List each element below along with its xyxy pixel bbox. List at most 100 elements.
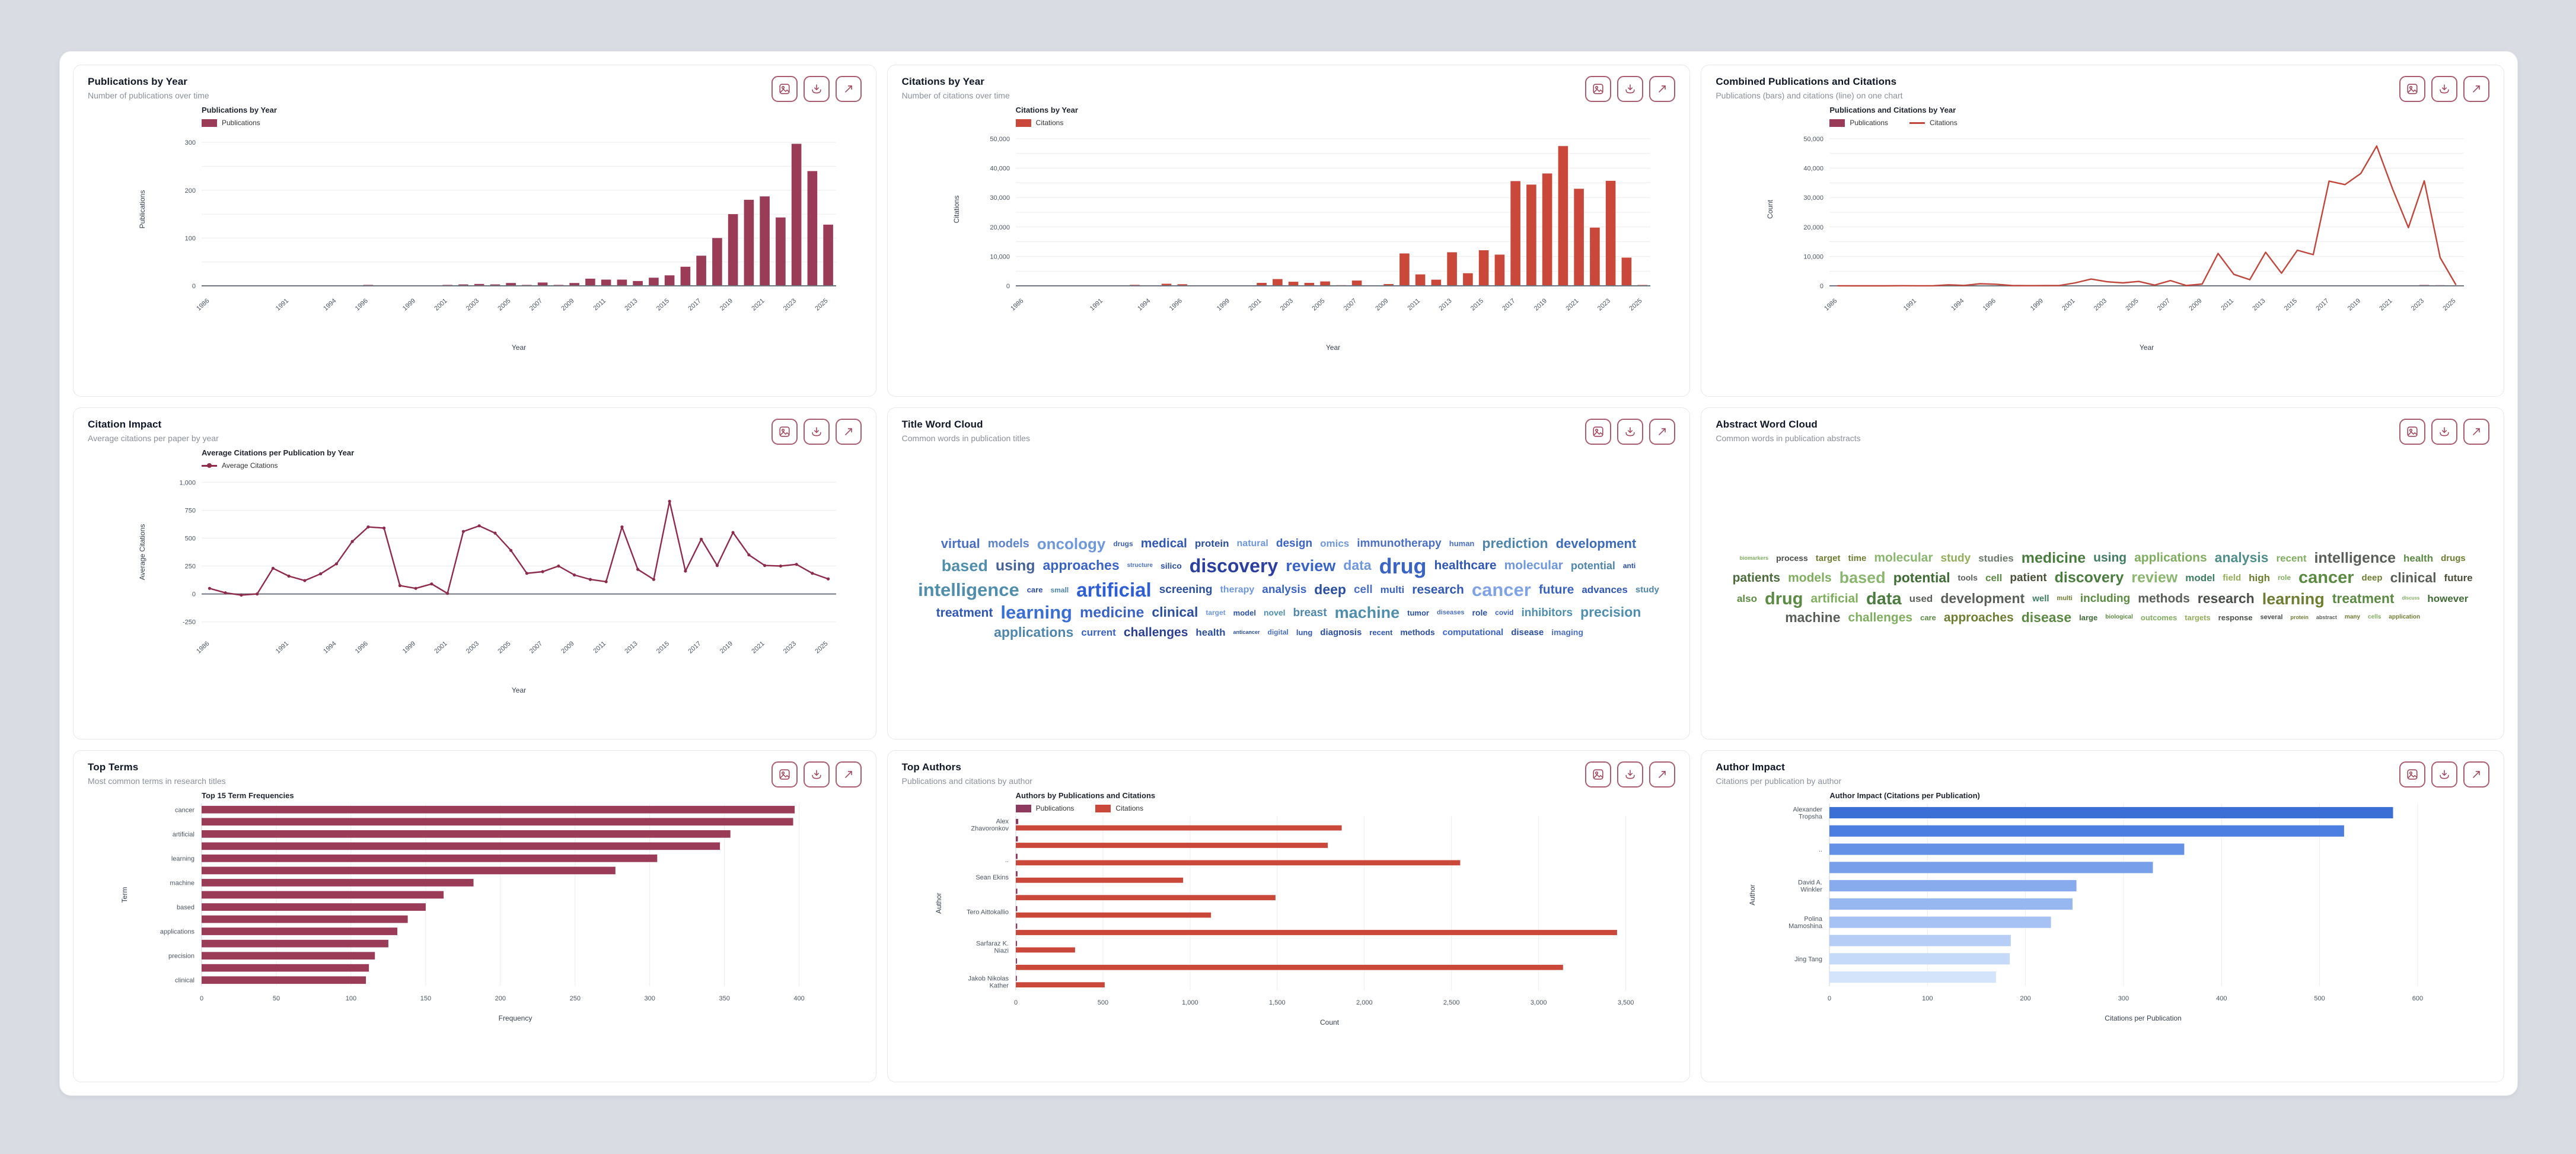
svg-text:2023: 2023 [782,640,798,655]
copy-image-button[interactable] [2399,76,2425,102]
cloud-word: human [1449,539,1475,549]
cloud-word: learning [2262,589,2325,608]
download-button[interactable] [1617,76,1644,102]
cloud-word: structure [1127,562,1153,569]
svg-text:1994: 1994 [322,640,337,655]
download-button[interactable] [803,761,830,788]
cloud-word: drugs [1113,539,1133,548]
download-button[interactable] [2431,419,2457,445]
legend-item: Publications [1015,804,1074,812]
cloud-word: also [1736,592,1757,604]
cloud-word: based [1839,569,1886,587]
download-icon [2440,427,2449,436]
card-citations-by-year: Citations by Year Number of citations ov… [887,65,1691,397]
svg-text:1996: 1996 [354,297,369,312]
cloud-word: large [2079,613,2098,622]
copy-image-button[interactable] [1585,419,1612,445]
svg-text:1996: 1996 [354,640,369,655]
copy-image-button[interactable] [771,76,798,102]
download-icon [2440,84,2449,94]
cloud-word: anti [1622,562,1636,570]
expand-button[interactable] [2463,76,2489,102]
copy-image-button[interactable] [2399,761,2425,788]
svg-text:1994: 1994 [1950,297,1966,312]
svg-text:David A.Winkler: David A. Winkler [1798,879,1822,894]
cloud-word: current [1081,626,1116,638]
cloud-word: digital [1267,628,1289,637]
cloud-word: research [2197,590,2255,606]
svg-text:1,000: 1,000 [179,479,196,486]
cloud-word: methods [1400,627,1435,637]
cloud-word: discovery [1189,554,1279,576]
citation-impact-chart: Average Citations per Publication by Yea… [88,447,862,732]
card-actions [771,419,862,445]
copy-image-button[interactable] [1585,76,1612,102]
svg-text:2001: 2001 [2061,297,2077,312]
card-title-word-cloud: Title Word Cloud Common words in publica… [887,407,1691,739]
cloud-word: breast [1293,606,1327,619]
download-button[interactable] [803,76,830,102]
dashboard-panel: Publications by Year Number of publicati… [59,51,2518,1096]
chart-title: Authors by Publications and Citations [1015,791,1156,800]
card-actions [771,761,862,788]
image-icon [2407,769,2418,780]
download-button[interactable] [1617,761,1644,788]
card-author-impact: Author Impact Citations per publication … [1701,750,2504,1082]
cloud-word: cell [1353,584,1373,597]
download-button[interactable] [803,419,830,445]
svg-text:Frequency: Frequency [499,1014,533,1022]
expand-button[interactable] [835,419,862,445]
svg-text:2009: 2009 [2188,297,2204,312]
cloud-word: protein [1194,538,1229,550]
cloud-word: methods [2138,591,2190,605]
legend-swatch [1095,804,1111,812]
card-citation-impact: Citation Impact Average citations per pa… [73,407,876,739]
svg-text:500: 500 [2314,995,2325,1002]
expand-button[interactable] [1649,761,1676,788]
cloud-word: response [2218,613,2253,622]
expand-button[interactable] [835,76,862,102]
copy-image-button[interactable] [1585,761,1612,788]
cloud-word: care [1920,613,1936,622]
svg-text:2023: 2023 [1596,297,1612,312]
download-button[interactable] [1617,419,1644,445]
svg-text:2011: 2011 [1406,297,1421,312]
svg-text:2,000: 2,000 [1356,999,1373,1006]
expand-button[interactable] [2463,761,2489,788]
svg-text:2009: 2009 [1374,297,1389,312]
copy-image-button[interactable] [2399,419,2425,445]
cloud-word: research [1412,583,1464,597]
expand-icon [2473,85,2480,93]
copy-image-button[interactable] [771,419,798,445]
copy-image-button[interactable] [771,761,798,788]
cloud-word: applications [2134,551,2207,565]
svg-text:3,500: 3,500 [1617,999,1634,1006]
expand-button[interactable] [2463,419,2489,445]
svg-text:2005: 2005 [496,640,512,655]
svg-text:2009: 2009 [560,640,575,655]
svg-text:2019: 2019 [719,297,734,312]
cloud-word: using [995,557,1035,575]
svg-text:0: 0 [192,283,196,290]
cloud-word: including [2080,592,2131,605]
cloud-word: several [2260,613,2283,621]
chart-title: Citations by Year [1015,106,1078,114]
cloud-word: potential [1893,569,1950,585]
expand-icon [1659,85,1666,93]
cloud-word: deep [2361,572,2383,583]
svg-text:Year: Year [2140,343,2154,352]
expand-button[interactable] [1649,76,1676,102]
svg-text:300: 300 [2118,995,2129,1002]
svg-text:Term: Term [120,887,129,903]
cloud-word: discovery [2054,569,2124,586]
download-button[interactable] [2431,76,2457,102]
svg-text:2015: 2015 [1469,297,1485,312]
expand-button[interactable] [1649,419,1676,445]
svg-text:based: based [177,904,195,911]
download-button[interactable] [2431,761,2457,788]
cloud-word: anticancer [1233,629,1260,635]
expand-button[interactable] [835,761,862,788]
svg-text:2025: 2025 [814,640,829,655]
cloud-word: oncology [1037,534,1106,553]
card-title: Top Terms [88,761,139,773]
